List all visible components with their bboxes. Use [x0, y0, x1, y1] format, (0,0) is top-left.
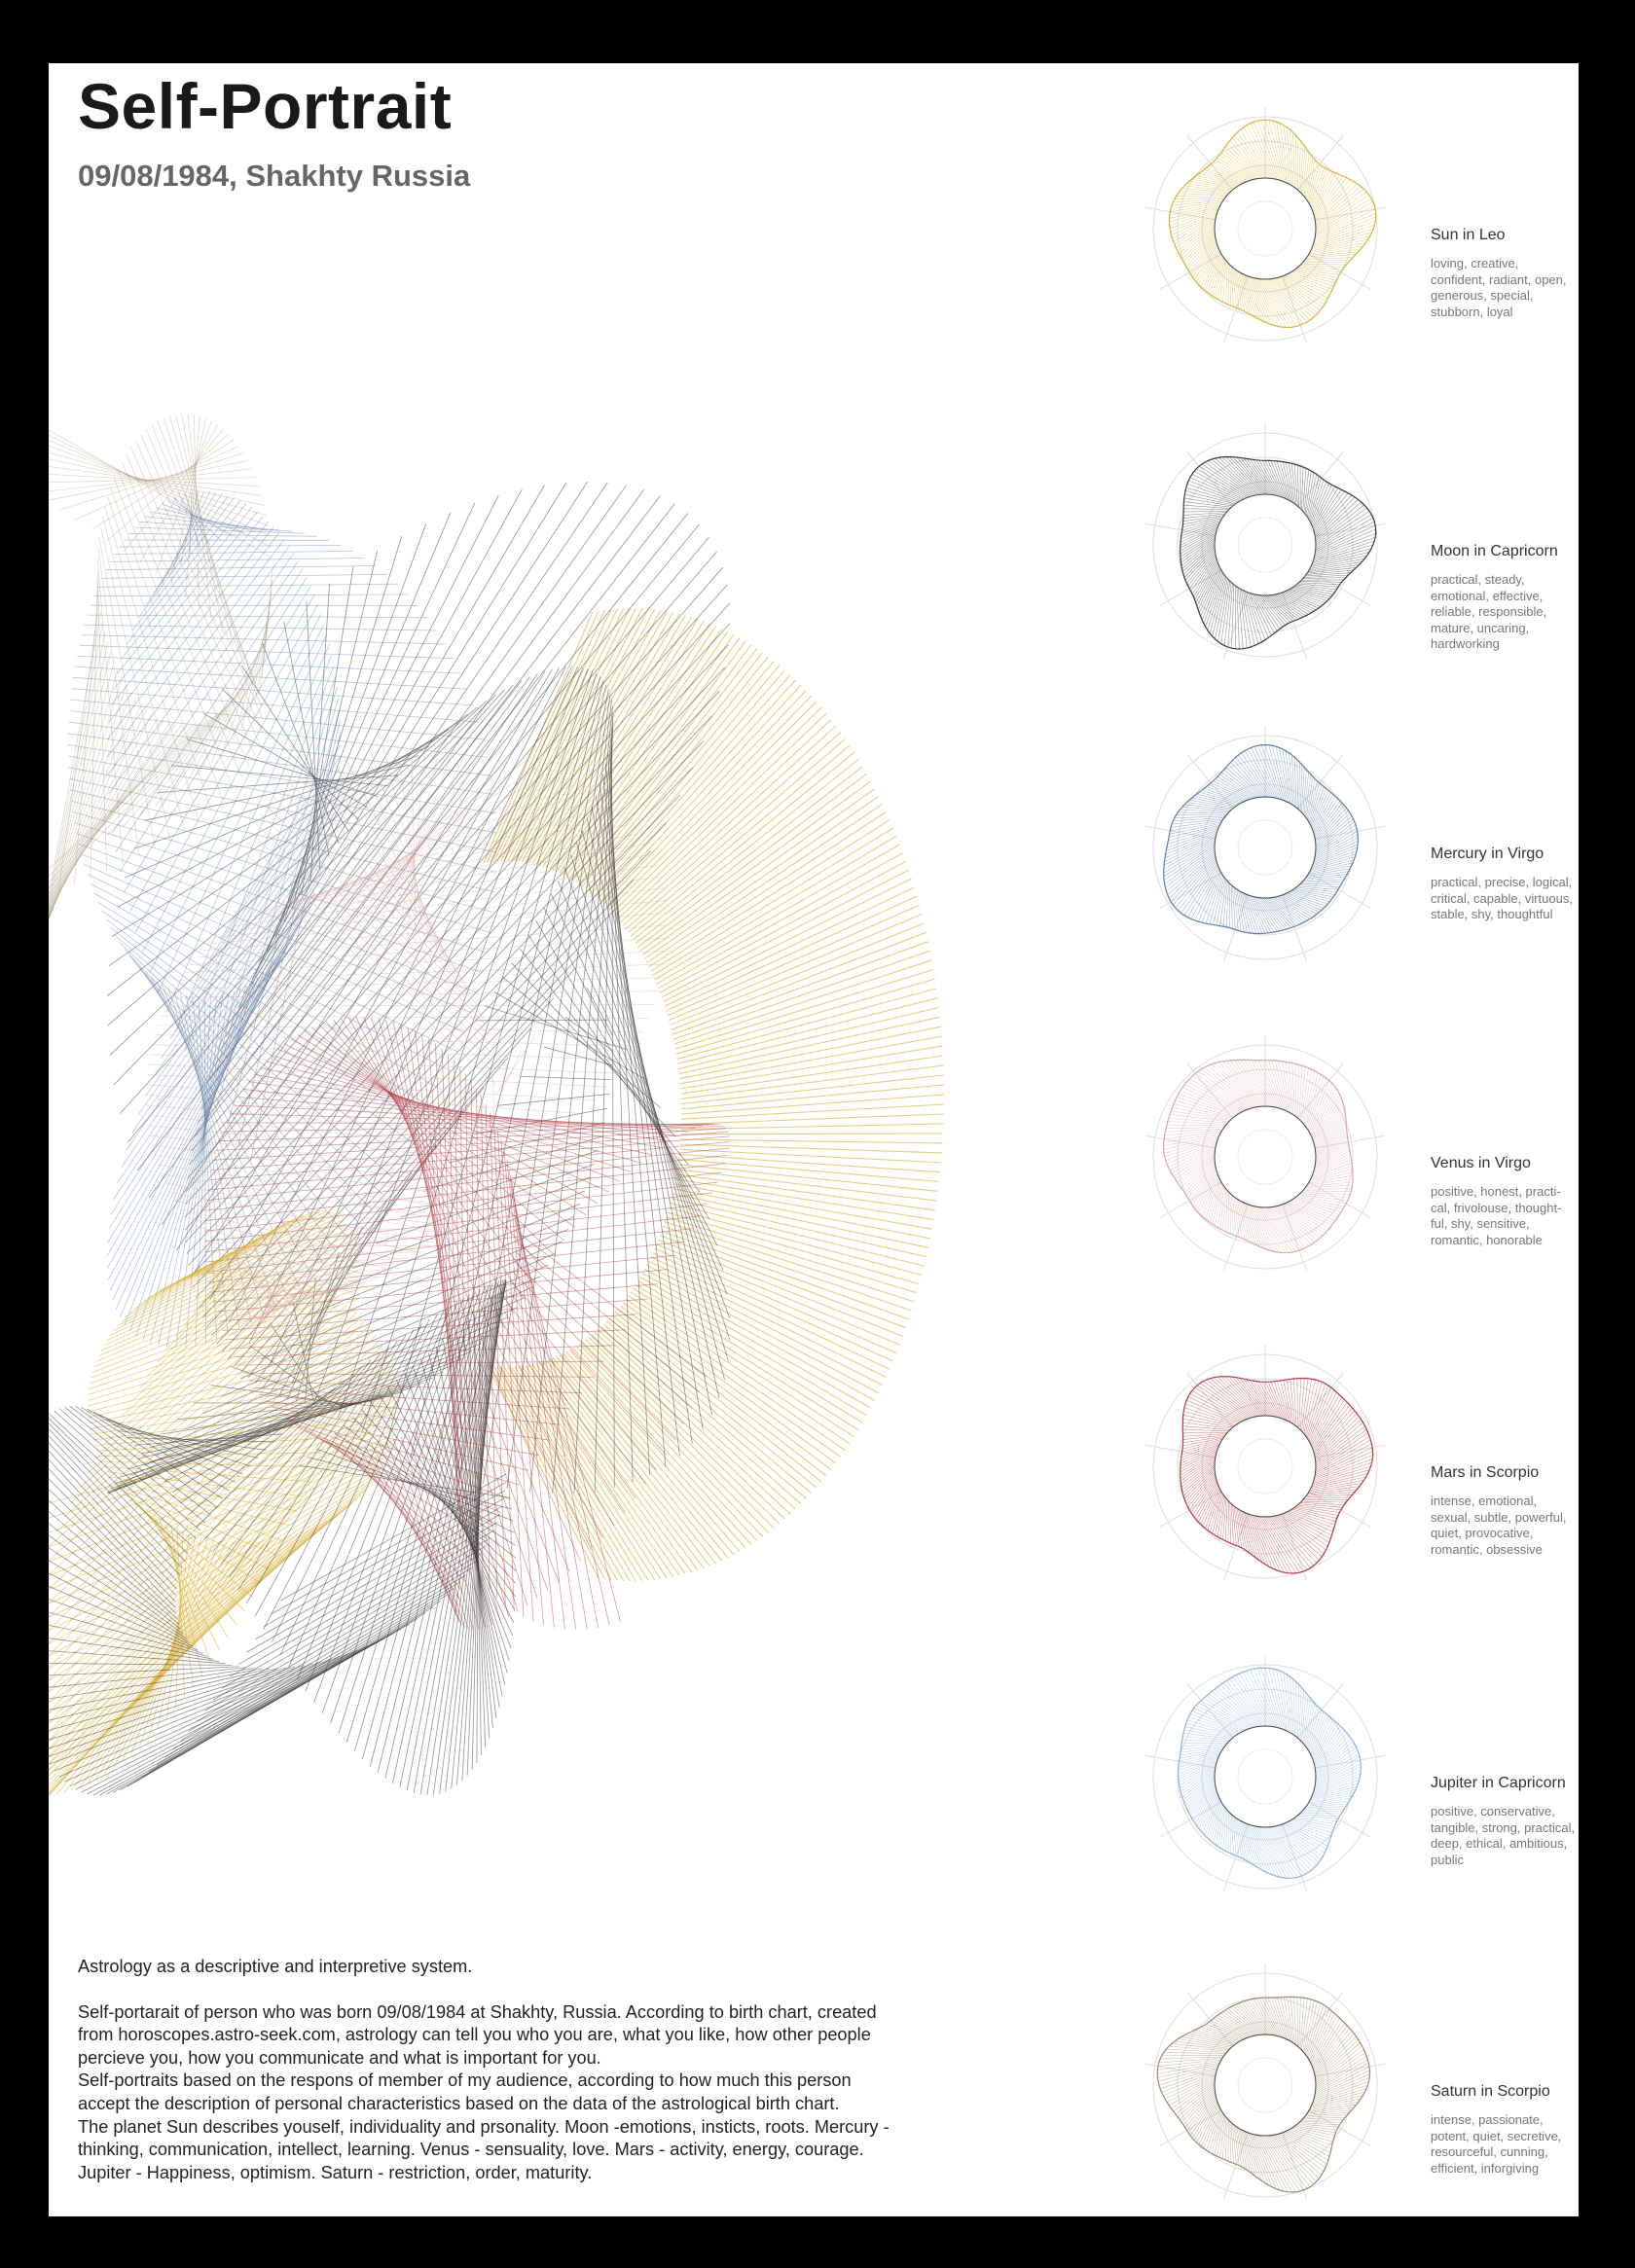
planet-name: Mercury in Virgo: [1431, 846, 1544, 862]
page-title: Self-Portrait: [78, 70, 453, 142]
planet-saturn: Saturn in Scorpio intense, passionate, p…: [1119, 1959, 1579, 2212]
page-subtitle: 09/08/1984, Shakhty Russia: [78, 159, 471, 193]
planet-traits: practical, steady, emotional, effective,…: [1431, 572, 1547, 651]
radial-chart-jupiter: [1144, 1655, 1386, 1891]
radial-shape: [1156, 1996, 1371, 2193]
string-art-layer: [203, 1016, 731, 1631]
planet-moon: Moon in Capricorn practical, steady, emo…: [1119, 418, 1579, 671]
planet-mars: Mars in Scorpio intense, emotional, sexu…: [1119, 1340, 1579, 1593]
planet-name: Saturn in Scorpio: [1431, 2083, 1550, 2100]
planet-traits: intense, emotional, sexual, subtle, powe…: [1431, 1494, 1567, 1557]
radial-shape: [1180, 1376, 1374, 1574]
planet-column: Sun in Leo loving, creative, confident, …: [1119, 63, 1579, 2216]
planet-traits: positive, conservative, tangible, strong…: [1431, 1804, 1576, 1867]
description: Astrology as a descriptive and interpret…: [78, 1956, 895, 2184]
string-art-layer: [67, 490, 497, 1349]
string-art-layer: [49, 1210, 400, 1796]
planet-name: Moon in Capricorn: [1431, 543, 1558, 559]
radial-chart-venus: [1144, 1035, 1386, 1272]
radial-chart-sun: [1144, 107, 1386, 343]
planet-traits: practical, precise, logical, critical, c…: [1431, 875, 1573, 921]
radial-shape: [1177, 1667, 1362, 1879]
radial-chart-moon: [1144, 423, 1386, 660]
radial-shape: [1168, 119, 1377, 329]
planet-traits: positive, honest, practi-cal, frivolouse…: [1431, 1184, 1562, 1247]
string-art-layer: [145, 743, 672, 1329]
string-art-layer: [49, 414, 273, 920]
description-paragraph-2: Self-portraits based on the respons of m…: [78, 2070, 852, 2113]
planet-name: Venus in Virgo: [1431, 1155, 1531, 1171]
planet-mercury: Mercury in Virgo practical, precise, log…: [1119, 721, 1579, 974]
planet-traits: loving, creative, confident, radiant, op…: [1431, 256, 1567, 319]
description-paragraph-1: Self-portarait of person who was born 09…: [78, 2001, 877, 2068]
planet-venus: Venus in Virgo positive, honest, practi-…: [1119, 1030, 1579, 1283]
poster: Self-Portrait 09/08/1984, Shakhty Russia…: [49, 63, 1579, 2216]
radial-shape: [1180, 455, 1377, 650]
radial-chart-mercury: [1144, 726, 1386, 962]
planet-jupiter: Jupiter in Capricorn positive, conservat…: [1119, 1650, 1579, 1903]
planet-name: Mars in Scorpio: [1431, 1464, 1540, 1481]
string-art-layer: [49, 1278, 517, 1796]
planet-name: Sun in Leo: [1431, 227, 1506, 243]
description-intro: Astrology as a descriptive and interpret…: [78, 1957, 473, 1976]
radial-chart-saturn: [1144, 1963, 1386, 2200]
radial-chart-mars: [1144, 1345, 1386, 1581]
planet-traits: intense, passionate, potent, quiet, secr…: [1431, 2112, 1562, 2176]
main-artwork: [49, 414, 944, 1796]
string-art-layer: [483, 607, 944, 1582]
radial-shape: [1162, 1059, 1354, 1254]
planet-name: Jupiter in Capricorn: [1431, 1775, 1566, 1791]
planet-sun: Sun in Leo loving, creative, confident, …: [1119, 102, 1579, 355]
radial-shape: [1163, 743, 1359, 935]
description-paragraph-3: The planet Sun describes youself, indivi…: [78, 2116, 890, 2182]
